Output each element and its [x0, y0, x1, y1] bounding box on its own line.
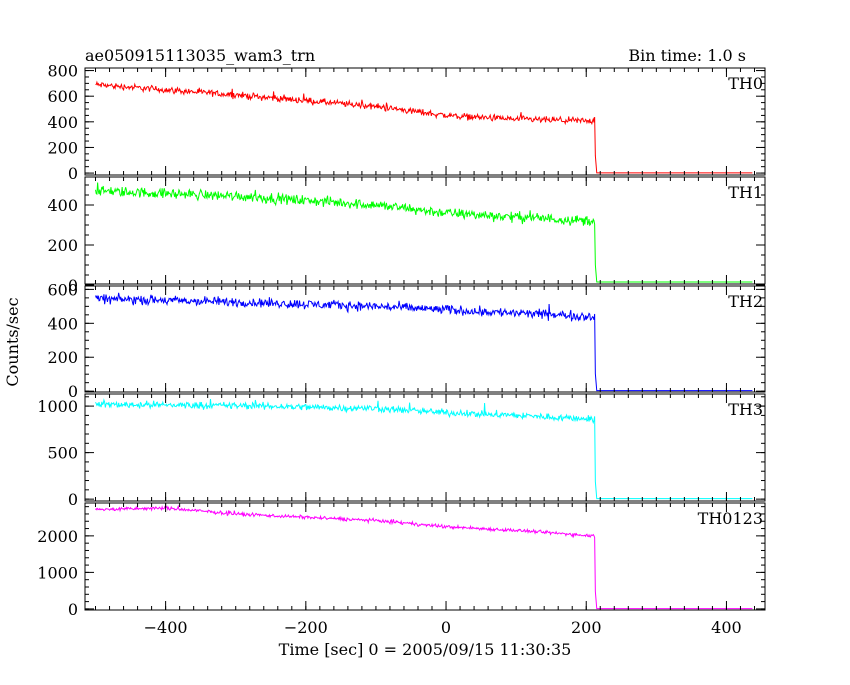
series-name-label: TH0	[728, 74, 763, 93]
x-tick-label: 400	[711, 618, 742, 637]
panels-group: 0200400600800TH00200400TH10200400600TH20…	[37, 62, 766, 637]
x-tick-label: −200	[284, 618, 328, 637]
y-tick-label: 1000	[37, 397, 78, 416]
y-tick-label: 200	[47, 348, 78, 367]
panel-frame	[84, 67, 766, 176]
y-tick-label: 600	[47, 280, 78, 299]
panel-frame	[84, 502, 766, 611]
x-axis-label: Time [sec] 0 = 2005/09/15 11:30:35	[279, 640, 572, 659]
y-tick-label: 600	[47, 87, 78, 106]
series-name-label: TH1	[728, 183, 763, 202]
series-line-th3	[95, 398, 753, 500]
panel-th3: 0 500 1000 TH3	[37, 393, 766, 509]
chart-title: ae050915113035_wam3_trn	[85, 46, 315, 65]
series-name-label: TH2	[728, 292, 763, 311]
y-tick-label: 200	[47, 236, 78, 255]
panel-frame	[84, 285, 766, 393]
panel-frame	[84, 393, 766, 502]
series-name-label: TH0123	[698, 509, 763, 528]
y-tick-label: 200	[47, 138, 78, 157]
y-tick-label: 2000	[37, 527, 78, 546]
series-line-th0123	[95, 504, 753, 610]
series-line-th2	[95, 292, 753, 392]
series-line-th1	[95, 182, 753, 283]
panel-th0123: 0 1000 2000 TH0123	[37, 502, 766, 619]
y-tick-label: 0	[68, 382, 78, 401]
bin-time-label: Bin time: 1.0 s	[628, 46, 746, 65]
y-tick-label: 400	[47, 113, 78, 132]
series-line-th0	[95, 80, 753, 174]
y-tick-label: 0	[68, 164, 78, 183]
panel-th2: 0 200 400 600 TH2	[47, 280, 766, 401]
x-tick-label: −400	[144, 618, 188, 637]
y-tick-label: 0	[68, 276, 78, 295]
x-tick-label: 200	[571, 618, 602, 637]
y-tick-label: 500	[47, 444, 78, 463]
y-tick-label: 1000	[37, 563, 78, 582]
panel-th0: 0 200 400 600 800 TH0	[47, 62, 766, 183]
y-tick-label: 800	[47, 62, 78, 81]
y-tick-label: 400	[47, 196, 78, 215]
y-axis-label: Counts/sec	[3, 297, 22, 386]
y-tick-label: 400	[47, 314, 78, 333]
series-name-label: TH3	[728, 400, 763, 419]
y-tick-label: 0	[68, 600, 78, 619]
panel-th1: 0 200 400 TH1	[47, 176, 766, 295]
panel-frame	[84, 176, 766, 285]
y-tick-label: 0	[68, 490, 78, 509]
x-tick-labels: −400 −200 0 200 400	[144, 618, 742, 637]
x-tick-label: 0	[441, 618, 451, 637]
